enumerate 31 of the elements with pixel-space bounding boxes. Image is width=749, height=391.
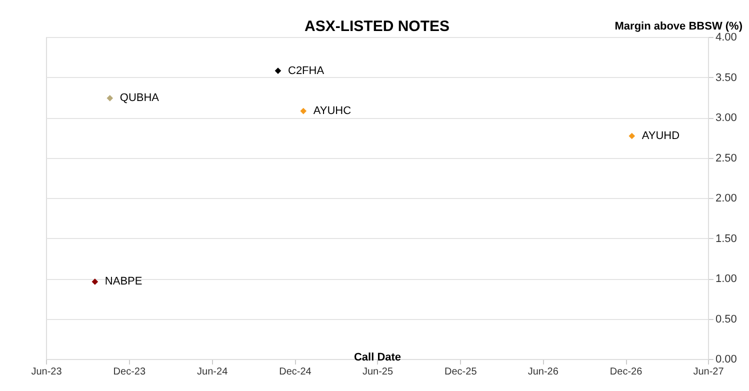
point — [628, 132, 636, 140]
x-tick-label: Dec-23 — [113, 366, 146, 378]
point — [106, 95, 114, 102]
x-axis-title: Call Date — [354, 352, 402, 364]
series-label: AYUHC — [313, 105, 352, 118]
series-label: QUBHA — [120, 92, 160, 104]
point — [92, 278, 98, 285]
point — [300, 108, 307, 114]
x-tick-label: Dec-26 — [610, 366, 643, 378]
y-tick-label: 1.50 — [716, 232, 737, 245]
y-tick-label: 0.50 — [716, 313, 737, 326]
y-tick-label: 1.00 — [716, 273, 737, 285]
point — [274, 68, 282, 74]
y-tick-label: 2.00 — [716, 192, 737, 204]
series-label: C2FHA — [288, 64, 325, 77]
y-tick-label: 3.50 — [716, 72, 737, 84]
x-tick-label: Jun-26 — [528, 366, 559, 378]
x-tick-label: Dec-25 — [444, 366, 478, 378]
series-label: NABPE — [104, 276, 142, 288]
chart-title: ASX-LISTED NOTES — [304, 18, 450, 35]
series-label: AYUHD — [642, 130, 680, 142]
x-tick-label: Jun-25 — [362, 366, 394, 378]
y-axis-title: Margin above BBSW (%) — [614, 20, 743, 32]
y-tick-label: 3.00 — [716, 112, 737, 124]
x-tick-label: Jun-24 — [197, 366, 228, 378]
x-tick-label: Jun-23 — [31, 366, 62, 378]
x-tick-label: Jun-27 — [693, 366, 724, 378]
y-tick-label: 4.00 — [716, 32, 737, 44]
y-tick-label: 0.00 — [716, 354, 737, 366]
y-tick-label: 2.50 — [716, 152, 737, 164]
x-tick-label: Dec-24 — [279, 366, 312, 378]
